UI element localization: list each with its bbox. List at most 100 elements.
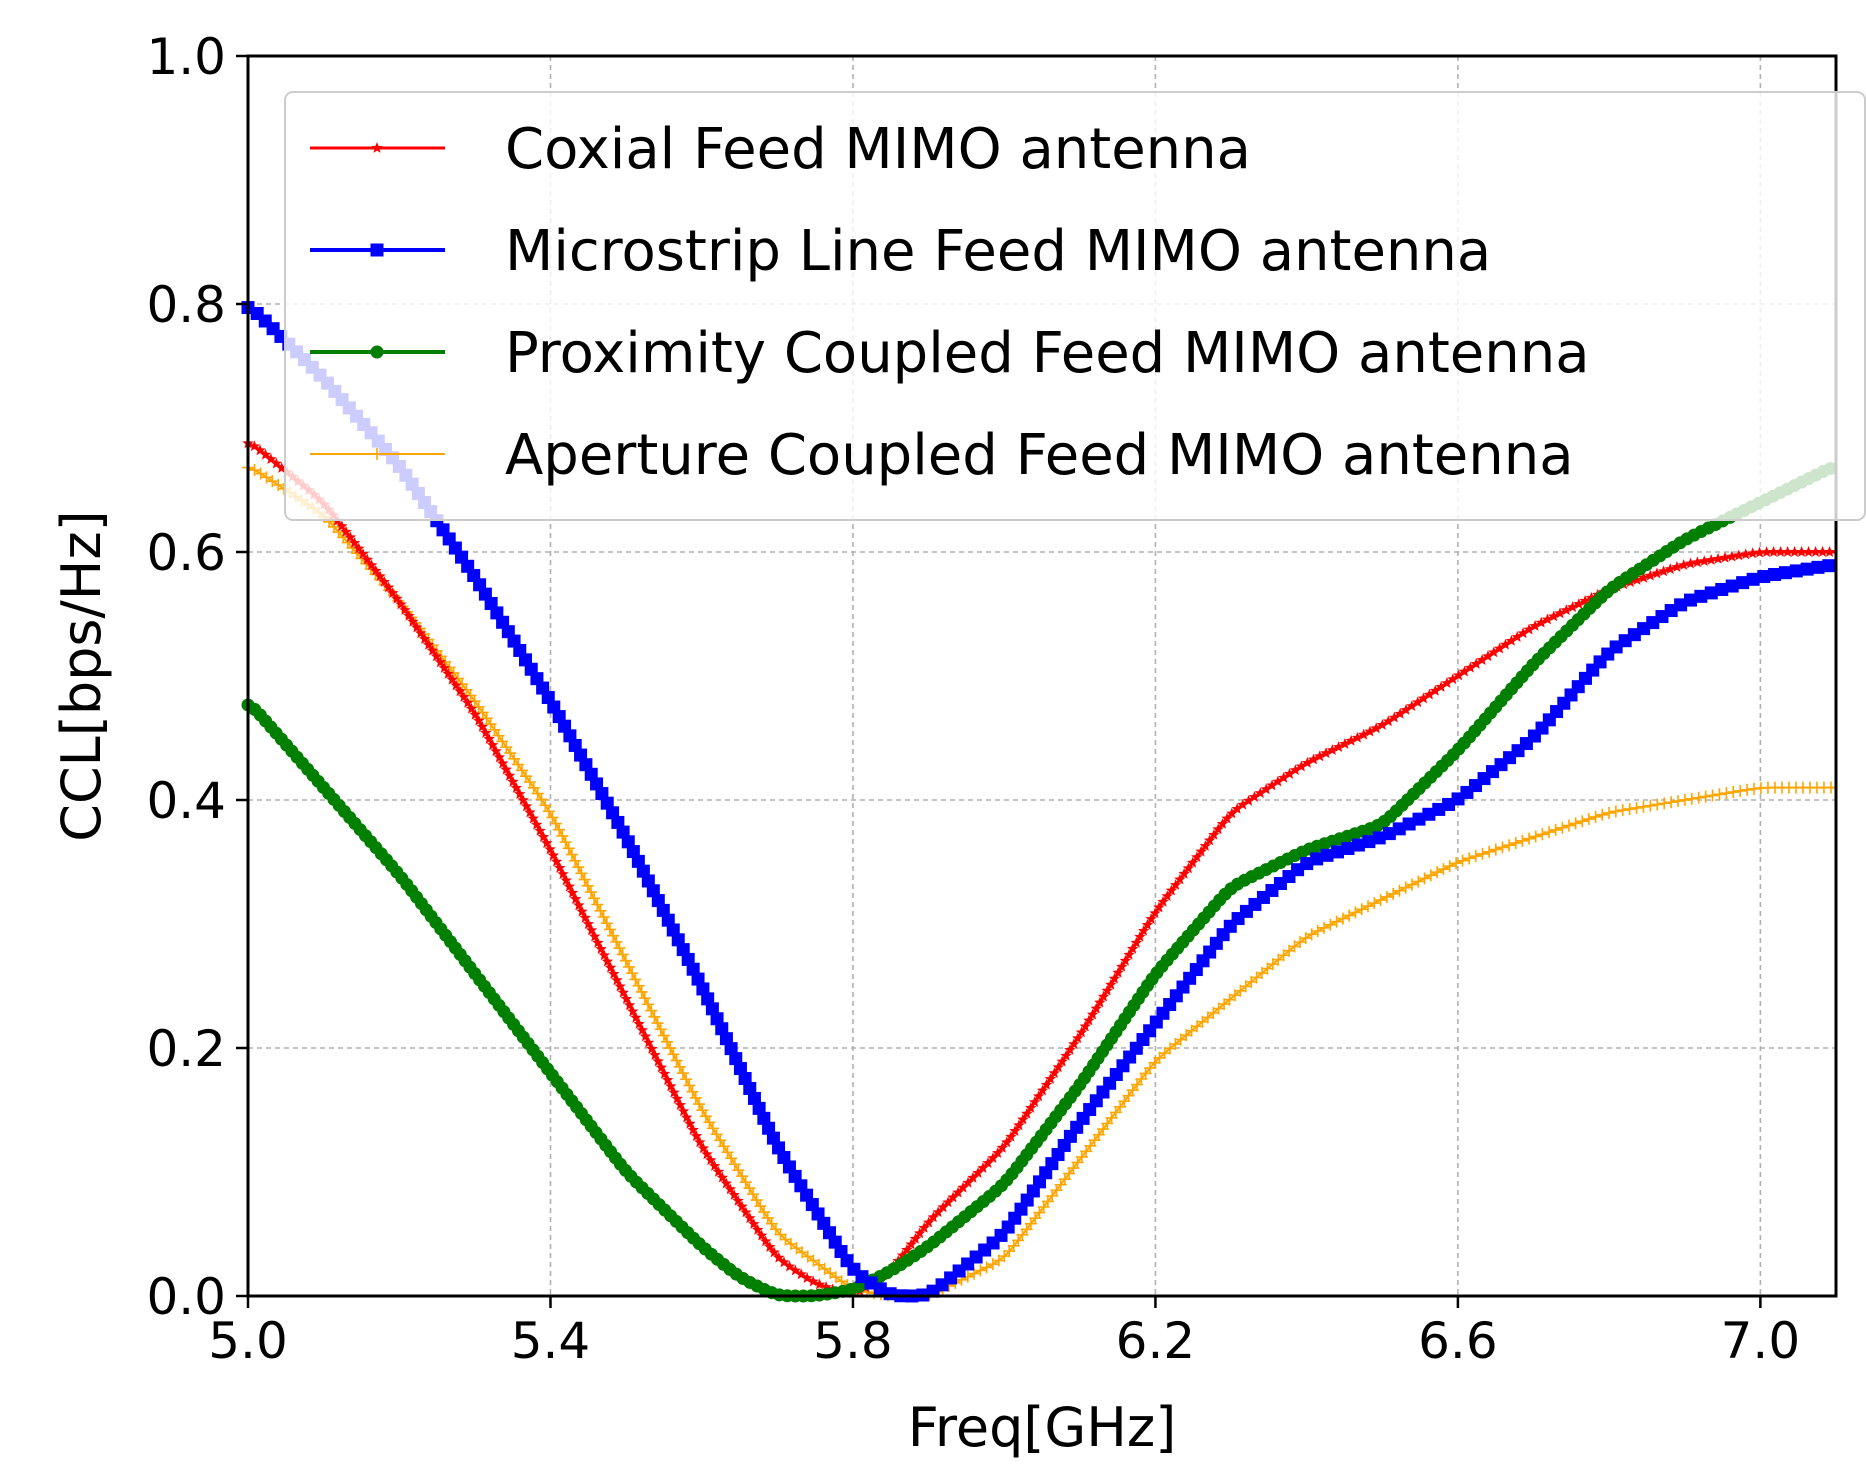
data-point [1314, 750, 1326, 762]
data-point [696, 1104, 709, 1117]
series-path [247, 466, 1836, 1297]
data-point [661, 1074, 674, 1085]
data-point [757, 1111, 771, 1125]
data-point [1182, 862, 1195, 874]
data-point [724, 1042, 738, 1056]
data-point [1637, 571, 1650, 583]
data-point [1191, 851, 1203, 863]
data-point [807, 1275, 819, 1287]
data-point [585, 924, 598, 936]
data-point [1469, 850, 1482, 863]
data-point [1523, 623, 1535, 635]
legend-label: Coxial Feed MIMO antenna [505, 117, 1251, 182]
data-point [626, 967, 639, 980]
data-point [667, 1048, 680, 1061]
data-point [1310, 852, 1324, 866]
data-point [668, 1086, 680, 1098]
data-point [1283, 768, 1296, 779]
data-point [952, 1186, 964, 1198]
data-point [1036, 1084, 1049, 1096]
data-point [1464, 661, 1477, 673]
data-point [1161, 890, 1173, 902]
data-point [1372, 831, 1386, 845]
data-point [1417, 692, 1430, 704]
data-point [1382, 827, 1396, 841]
data-point [584, 886, 597, 899]
data-point [430, 650, 443, 662]
data-point [1822, 559, 1836, 573]
data-point [1727, 786, 1740, 799]
data-point [1412, 812, 1426, 826]
data-point [1746, 572, 1760, 586]
data-point [1165, 884, 1178, 896]
data-point [493, 751, 506, 763]
data-point [1305, 928, 1318, 941]
data-point [581, 879, 594, 892]
data-point [1044, 1073, 1057, 1084]
data-point [607, 929, 620, 942]
y-tick-label: 0.6 [146, 524, 226, 582]
data-point [676, 1067, 689, 1080]
data-point [1137, 924, 1150, 936]
data-point [1760, 546, 1773, 558]
data-point [1311, 925, 1324, 938]
data-point [630, 1011, 642, 1023]
data-point [1221, 812, 1233, 824]
data-point [1090, 1002, 1102, 1014]
data-point [1523, 832, 1536, 845]
data-point [998, 1250, 1011, 1263]
data-point [610, 935, 623, 948]
data-point [1684, 557, 1697, 569]
data-point [1130, 936, 1143, 948]
data-point [649, 1049, 661, 1061]
data-point [1351, 731, 1364, 743]
data-point [652, 1055, 664, 1067]
data-point [1195, 845, 1207, 857]
data-point [1266, 779, 1278, 791]
data-point [1318, 921, 1331, 934]
data-point [1412, 696, 1424, 708]
data-point [604, 961, 617, 973]
data-point [1715, 582, 1729, 596]
data-point [473, 714, 485, 726]
data-point [764, 1241, 776, 1252]
data-point [486, 739, 499, 750]
data-point [1231, 802, 1243, 814]
data-point [1543, 826, 1556, 839]
data-point [937, 1201, 949, 1213]
data-point [1757, 570, 1771, 584]
data-point [1476, 654, 1488, 665]
data-point [450, 679, 462, 691]
data-point [736, 1200, 748, 1212]
data-point [820, 1281, 832, 1292]
data-point [490, 745, 502, 757]
data-point [768, 1246, 780, 1258]
data-point [1331, 845, 1345, 859]
data-point [1013, 1119, 1025, 1131]
x-axis-label: Freq[GHz] [908, 1396, 1177, 1459]
data-point [1720, 787, 1733, 800]
data-point [1112, 966, 1124, 978]
data-point [1145, 913, 1157, 924]
data-point [729, 1052, 743, 1066]
data-point [550, 855, 563, 867]
data-point [728, 1189, 740, 1200]
data-point [693, 1098, 706, 1111]
data-point [1499, 638, 1512, 650]
data-point [748, 1218, 760, 1229]
data-point [1105, 978, 1117, 990]
data-point [1370, 722, 1382, 734]
data-point [642, 1036, 655, 1048]
data-point [1021, 1107, 1033, 1119]
data-point [719, 1032, 733, 1046]
plot-frame [246, 54, 1838, 1298]
data-point [617, 986, 629, 998]
data-point [1573, 598, 1585, 609]
data-point [1097, 990, 1110, 1002]
data-point [1740, 548, 1752, 560]
data-point [992, 1147, 1004, 1158]
data-point [1174, 873, 1186, 885]
data-point [755, 1229, 768, 1241]
data-point [683, 1079, 696, 1092]
data-point [1623, 803, 1636, 816]
